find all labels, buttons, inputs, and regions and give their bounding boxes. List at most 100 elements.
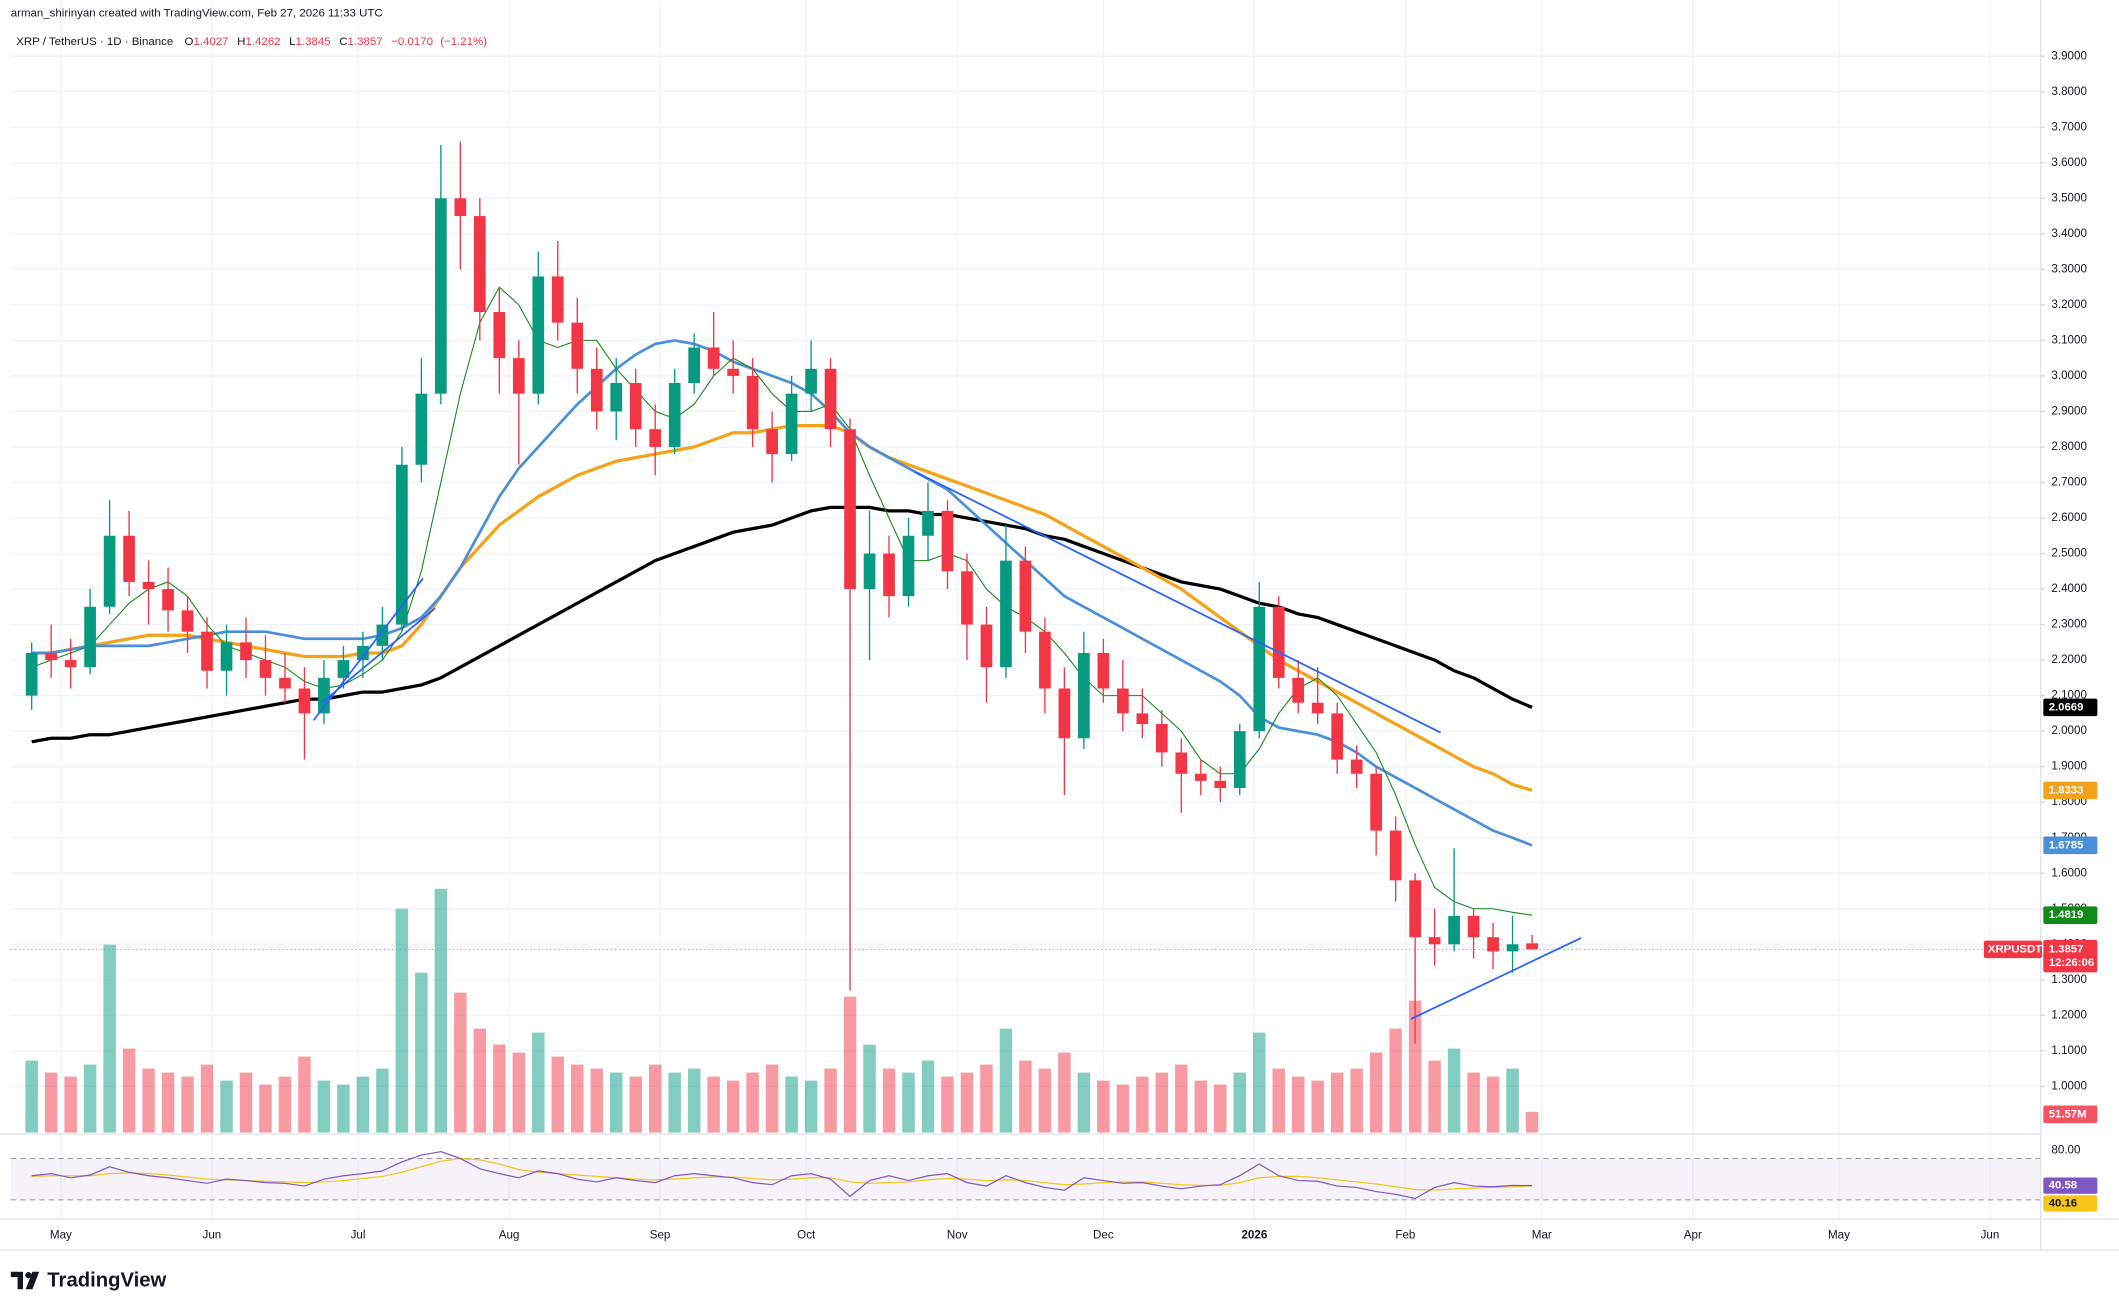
y-tick-label: 2.8000 <box>2051 440 2087 453</box>
y-tick-label: 3.8000 <box>2051 85 2087 98</box>
candle-body <box>1214 780 1227 788</box>
volume-bar <box>1330 1072 1344 1133</box>
volume-bar <box>1233 1072 1246 1133</box>
trend-line <box>312 577 424 721</box>
x-tick-label: Oct <box>797 1228 816 1241</box>
volume-bar <box>278 1076 292 1133</box>
candle-body <box>551 276 564 323</box>
candle-body <box>1019 560 1032 632</box>
volume-bar <box>356 1076 370 1133</box>
volume-bar <box>902 1072 915 1133</box>
candle-body <box>1155 724 1168 753</box>
volume-bar <box>1175 1064 1188 1133</box>
candle-body <box>142 581 155 590</box>
candle-body <box>590 368 603 412</box>
volume-bar <box>298 1056 311 1133</box>
candle-body <box>883 553 895 597</box>
y-tick-label: 2.4000 <box>2051 582 2087 595</box>
volume-bar <box>1097 1080 1110 1133</box>
candle-body <box>746 375 759 430</box>
candle-body <box>941 510 954 572</box>
candle-body <box>396 464 408 625</box>
candle-body <box>1097 652 1110 689</box>
y-tick-label: 2.9000 <box>2051 404 2087 417</box>
volume-bar <box>687 1068 701 1133</box>
volume-bar <box>25 1060 38 1133</box>
volume-bar <box>44 1072 58 1133</box>
candle-body <box>279 677 291 689</box>
volume-bar <box>571 1064 584 1133</box>
volume-bar <box>1291 1076 1305 1133</box>
candle-body <box>1117 688 1129 714</box>
candle-body <box>844 429 856 590</box>
volume-bar <box>1408 1000 1422 1133</box>
y-tick-label: 3.9000 <box>2051 49 2087 62</box>
volume-bar <box>415 972 428 1133</box>
y-tick-label: 3.2000 <box>2051 298 2087 311</box>
candle-body <box>1448 915 1460 945</box>
rsi-ma-tag: 40.16 <box>2049 1198 2077 1210</box>
y-tick-label: 2.2000 <box>2051 653 2087 666</box>
candle-body <box>1078 652 1090 739</box>
volume-bar <box>921 1060 935 1133</box>
symbol-tag-box <box>1983 940 2042 959</box>
price-tag: 1.3857 <box>2049 943 2084 955</box>
volume-bar <box>181 1076 194 1133</box>
ohlc-value: 1.3857 <box>348 36 383 48</box>
candle-body <box>201 631 213 671</box>
candle-body <box>610 383 623 412</box>
candle-body <box>1136 713 1149 725</box>
trend-line <box>321 607 436 704</box>
volume-bar <box>707 1076 720 1133</box>
candle-body <box>1058 688 1071 739</box>
candle-body <box>1233 731 1246 788</box>
candle-body <box>1253 606 1266 732</box>
candle-body <box>766 429 778 455</box>
volume-bar <box>882 1068 896 1133</box>
volume-bar <box>824 1068 837 1133</box>
volume-bar <box>473 1028 487 1133</box>
candle-body <box>1409 880 1421 938</box>
volume-bar <box>239 1072 253 1133</box>
volume-bar <box>142 1068 155 1133</box>
volume-bar <box>1038 1068 1052 1133</box>
price-tags: 2.0669 1.8333 1.6785 1.4819 XRPUSDT 1.3857 12:… <box>1983 698 2098 1212</box>
candle-body <box>824 368 837 430</box>
candle-body <box>454 198 467 217</box>
volume-bar <box>103 944 116 1133</box>
x-tick-label: Nov <box>947 1228 968 1241</box>
candle-body <box>1467 915 1480 938</box>
rsi-tag-box <box>2043 1177 2098 1194</box>
candle-body <box>863 553 876 590</box>
value-tag-box <box>2043 781 2098 800</box>
y-tick-label: 2.5000 <box>2051 547 2087 560</box>
candle-body <box>318 677 330 714</box>
candle-body <box>1272 606 1285 678</box>
volume-bar <box>1116 1084 1130 1133</box>
candle-body <box>1331 713 1344 760</box>
candle-body <box>493 311 506 359</box>
ohlc-value: 1.3845 <box>296 36 331 48</box>
y-tick-label: 2.6000 <box>2051 511 2087 524</box>
x-tick-label: Apr <box>1684 1228 1702 1241</box>
candle-body <box>45 652 57 661</box>
change-pct: (−1.21%) <box>440 36 487 48</box>
candle-body <box>1389 830 1402 881</box>
candle-body <box>785 393 798 455</box>
y-tick-label: 3.7000 <box>2051 120 2087 133</box>
candle-body <box>1428 937 1441 945</box>
volume-bar <box>765 1064 779 1133</box>
ohlc-prefix: L <box>289 36 295 48</box>
volume-bar <box>532 1032 545 1133</box>
candle-body <box>25 652 38 696</box>
candle-body <box>337 660 350 678</box>
x-tick-label: Jul <box>351 1228 366 1241</box>
subtitle: arman_shirinyan created with TradingView… <box>11 8 383 20</box>
rsi-tag: 40.58 <box>2049 1180 2077 1192</box>
candle-body <box>162 589 174 611</box>
candle-layer <box>25 141 1538 1044</box>
volume-bar <box>960 1072 974 1133</box>
candle-body <box>1194 773 1207 781</box>
x-tick-label: 2026 <box>1241 1228 1267 1241</box>
